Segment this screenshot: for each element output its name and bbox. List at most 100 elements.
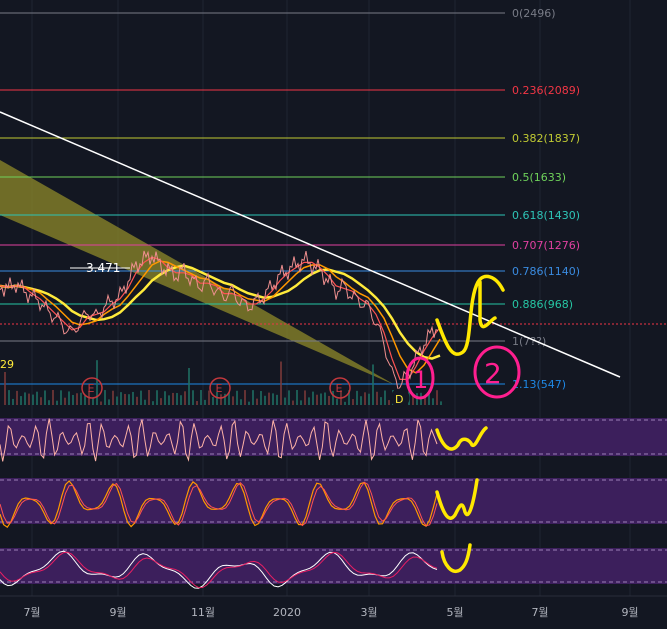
ma-mid-line (0, 260, 441, 374)
earnings-marker-2[interactable]: E (209, 377, 231, 399)
volume-bar (52, 390, 54, 405)
volume-bar (232, 396, 234, 405)
volume-bar (60, 390, 62, 405)
volume-bar (120, 392, 122, 405)
volume-bar (212, 396, 214, 405)
volume-bar (380, 397, 382, 405)
fib-label-5: 0.707(1276) (512, 239, 580, 252)
volume-bar (324, 392, 326, 405)
x-tick-label: 2020 (273, 606, 301, 619)
volume-bar (208, 390, 210, 405)
volume-bar (284, 397, 286, 405)
volume-bar (320, 393, 322, 405)
volume-bar (384, 390, 386, 405)
x-axis: 7월 9월 11월 2020 3월 5월 7월 9월 (23, 606, 638, 619)
volume-bar (100, 401, 102, 405)
volume-bar (308, 397, 310, 405)
volume-bar (32, 394, 34, 405)
volume-bar (388, 400, 390, 405)
dividend-marker[interactable]: D (390, 388, 410, 408)
volume-bar (84, 395, 86, 405)
volume-bar (104, 390, 106, 405)
earnings-marker-1[interactable]: E (81, 377, 103, 399)
volume-bar (96, 360, 98, 405)
annotation-circle-2: 2 (473, 345, 521, 399)
volume-bar (200, 390, 202, 405)
volume-bar (348, 390, 350, 405)
volume-bar (196, 401, 198, 405)
volume-bar (432, 398, 434, 405)
earnings-marker-3[interactable]: E (329, 377, 351, 399)
volume-bar (64, 397, 66, 405)
volume-bar (336, 398, 338, 405)
volume-bar (140, 390, 142, 405)
price-line (0, 250, 439, 391)
volume-bar (236, 390, 238, 405)
fib-label-1: 0.236(2089) (512, 84, 580, 97)
volume-bars (4, 360, 442, 405)
trendline (0, 111, 621, 378)
fib-label-2: 0.382(1837) (512, 132, 580, 145)
volume-bar (368, 393, 370, 405)
x-tick-label: 9월 (621, 606, 638, 619)
volume-bar (72, 394, 74, 405)
volume-bar (184, 391, 186, 405)
volume-bar (424, 395, 426, 405)
volume-bar (220, 394, 222, 405)
volume-bar (132, 391, 134, 405)
left-value-text: 29 (0, 358, 14, 371)
svg-text:E: E (88, 382, 95, 395)
oscillator-line-1 (0, 418, 438, 462)
volume-bar (204, 399, 206, 405)
fib-label-9: 1.13(547) (512, 378, 566, 391)
volume-bar (352, 399, 354, 405)
volume-bar (68, 391, 70, 405)
volume-bar (20, 396, 22, 405)
volume-bar (412, 395, 414, 405)
projection-path-osc2 (435, 478, 479, 520)
volume-bar (288, 390, 290, 405)
fib-label-7: 0.886(968) (512, 298, 573, 311)
volume-bar (40, 397, 42, 405)
volume-bar (160, 398, 162, 405)
volume-bar (304, 390, 306, 405)
volume-bar (192, 390, 194, 405)
volume-bar (244, 390, 246, 405)
svg-text:2: 2 (484, 357, 502, 390)
volume-bar (180, 395, 182, 405)
fib-lines: 0(2496) 0.236(2089) 0.382(1837) 0.5(1633) 0.… (0, 7, 667, 391)
volume-bar (436, 390, 438, 405)
volume-bar (136, 396, 138, 405)
fib-label-6: 0.786(1140) (512, 265, 580, 278)
projection-path-osc1 (435, 426, 488, 451)
volume-bar (344, 401, 346, 405)
volume-bar (360, 396, 362, 405)
volume-bar (248, 401, 250, 405)
volume-bar (256, 398, 258, 405)
price-label-text: 3.471 (86, 261, 120, 275)
volume-bar (80, 392, 82, 405)
volume-bar (268, 392, 270, 405)
volume-bar (316, 394, 318, 405)
volume-bar (372, 364, 374, 405)
volume-bar (124, 393, 126, 405)
ma-fast-line (0, 256, 441, 380)
volume-bar (312, 391, 314, 405)
volume-bar (144, 399, 146, 405)
volume-bar (228, 392, 230, 405)
oscillator-line-3b (0, 551, 438, 589)
volume-bar (128, 394, 130, 405)
volume-bar (168, 395, 170, 405)
volume-bar (276, 394, 278, 405)
fib-label-4: 0.618(1430) (512, 209, 580, 222)
ma-slow-line (0, 264, 441, 360)
volume-bar (4, 372, 6, 405)
volume-bar (16, 390, 18, 405)
volume-bar (356, 390, 358, 405)
volume-bar (428, 391, 430, 405)
volume-bar (36, 391, 38, 405)
volume-bar (252, 390, 254, 405)
volume-bar (292, 400, 294, 405)
svg-text:D: D (395, 393, 403, 406)
